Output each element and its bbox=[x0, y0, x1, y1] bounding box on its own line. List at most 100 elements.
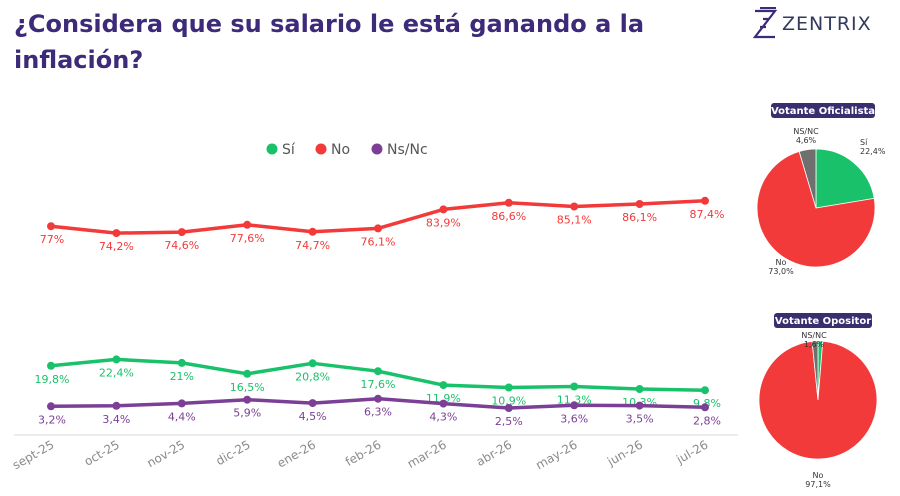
pie-slice-si bbox=[815, 148, 875, 209]
pie-label-name: NS/NC bbox=[801, 331, 827, 340]
data-point bbox=[374, 367, 382, 376]
data-label: 2,8% bbox=[693, 414, 721, 427]
brand-logo: ZENTRIX bbox=[752, 6, 892, 42]
x-tick-label: ene-26 bbox=[275, 437, 318, 470]
x-tick-label: mar-26 bbox=[405, 437, 449, 471]
data-label: 86,1% bbox=[622, 211, 657, 224]
data-point bbox=[570, 382, 579, 391]
pie-label-name: No bbox=[776, 258, 787, 267]
data-label: 76,1% bbox=[361, 235, 396, 248]
data-label: 85,1% bbox=[557, 214, 592, 227]
data-label: 3,5% bbox=[626, 413, 654, 426]
data-label: 74,7% bbox=[295, 239, 330, 252]
data-point bbox=[635, 200, 644, 208]
data-label: 83,9% bbox=[426, 216, 461, 229]
data-point bbox=[504, 383, 513, 392]
legend-label-si: Sí bbox=[282, 142, 296, 158]
pie-label-name: Sí bbox=[860, 138, 868, 147]
data-point bbox=[504, 404, 513, 412]
data-label: 4,5% bbox=[299, 410, 327, 423]
x-tick-label: abr-26 bbox=[474, 437, 515, 468]
data-label: 19,8% bbox=[35, 373, 70, 386]
pie-title-pill bbox=[774, 313, 872, 328]
data-point bbox=[177, 358, 186, 367]
data-point bbox=[701, 403, 709, 412]
x-tick-label: jul-26 bbox=[673, 437, 710, 467]
pie-label-value: 97,1% bbox=[805, 480, 831, 489]
data-label: 77% bbox=[40, 233, 64, 246]
data-point bbox=[439, 205, 448, 214]
pie-slice-no bbox=[758, 340, 878, 460]
data-point bbox=[177, 228, 186, 237]
pie-title: Votante Oficialista bbox=[771, 106, 875, 117]
data-point bbox=[570, 202, 579, 211]
legend-marker-si bbox=[266, 143, 278, 155]
chart-legend: Sí No Ns/Nc bbox=[266, 142, 428, 158]
data-point bbox=[504, 198, 513, 207]
legend-marker-no bbox=[315, 143, 327, 155]
data-label: 74,2% bbox=[99, 240, 134, 253]
pie-title: Votante Opositor bbox=[775, 316, 871, 327]
data-label: 16,5% bbox=[230, 381, 265, 394]
pie-slice-ns-nc bbox=[811, 340, 819, 401]
data-label: 2,5% bbox=[495, 415, 523, 428]
data-label: 10,9% bbox=[491, 395, 526, 408]
series-ns-nc: 3,2% 3,4% 4,4% 5,9% 4,5% 6,3% 4,3% 2,5% 3,6% 3,5%… bbox=[38, 394, 721, 428]
pie-label-value: 73,0% bbox=[768, 267, 794, 276]
data-point bbox=[570, 401, 579, 410]
data-label: 87,4% bbox=[690, 208, 725, 221]
zentrix-logo-icon bbox=[752, 7, 778, 39]
pie-label-name: NS/NC bbox=[793, 127, 819, 136]
brand-name: ZENTRIX bbox=[782, 13, 872, 35]
pie-slice-no bbox=[756, 150, 876, 268]
page-title: ¿Considera que su salario le está ganand… bbox=[14, 10, 645, 74]
legend-marker-ns-nc bbox=[371, 143, 383, 155]
x-tick-label: jun-26 bbox=[604, 437, 645, 469]
x-tick-label: dic-25 bbox=[214, 437, 253, 468]
data-point bbox=[112, 229, 121, 238]
pie-label-value: 1,6% bbox=[804, 340, 825, 349]
pie-title-pill bbox=[771, 103, 875, 118]
data-point bbox=[243, 220, 252, 229]
data-label: 3,2% bbox=[38, 413, 66, 426]
x-tick-label: nov-25 bbox=[145, 437, 188, 470]
data-point bbox=[177, 399, 186, 408]
data-point bbox=[47, 222, 55, 231]
data-point bbox=[47, 361, 55, 370]
data-point bbox=[635, 401, 644, 410]
data-point bbox=[308, 227, 317, 236]
data-label: 3,4% bbox=[102, 413, 130, 426]
data-point bbox=[243, 369, 252, 378]
data-point bbox=[308, 399, 317, 408]
data-point bbox=[439, 399, 448, 408]
x-tick-label: oct-25 bbox=[82, 437, 122, 468]
pie-label-value: 22,4% bbox=[860, 147, 886, 156]
data-label: 77,6% bbox=[230, 232, 265, 245]
x-tick-label: may-26 bbox=[533, 437, 579, 472]
data-label: 3,6% bbox=[560, 412, 588, 425]
pie-slice-ns-nc bbox=[798, 148, 817, 209]
data-point bbox=[635, 385, 644, 393]
data-point bbox=[47, 402, 55, 411]
data-label: 86,6% bbox=[491, 210, 526, 223]
data-label: 6,3% bbox=[364, 406, 392, 419]
data-label: 20,8% bbox=[295, 370, 330, 383]
data-label: 4,4% bbox=[168, 410, 196, 423]
series-si: 19,8% 22,4% 21%16,5%20,8%17,6%11,9% 10,9% 11… bbox=[35, 355, 721, 410]
data-point bbox=[112, 401, 121, 410]
data-point bbox=[701, 196, 709, 205]
data-point bbox=[243, 395, 252, 404]
pie-label-name: No bbox=[813, 471, 824, 480]
data-label: 22,4% bbox=[99, 366, 134, 379]
x-tick-label: feb-26 bbox=[343, 437, 384, 469]
data-point bbox=[374, 394, 382, 403]
data-point bbox=[374, 224, 382, 233]
pie-label-value: 4,6% bbox=[796, 136, 817, 145]
data-point bbox=[439, 381, 448, 390]
data-label: 5,9% bbox=[233, 407, 261, 420]
data-point bbox=[308, 359, 317, 368]
legend-label-no: No bbox=[331, 142, 350, 158]
data-label: 4,3% bbox=[429, 411, 457, 424]
